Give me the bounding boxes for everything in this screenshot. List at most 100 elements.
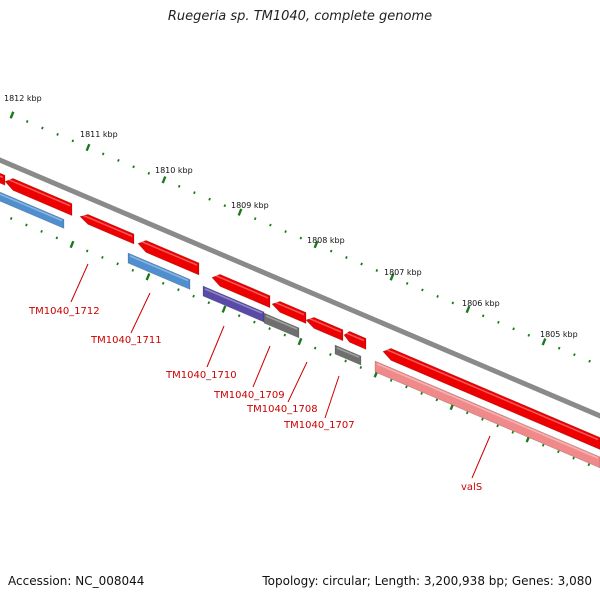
minor-tick <box>465 411 469 415</box>
minor-tick <box>360 262 363 266</box>
minor-tick <box>161 281 165 285</box>
gene-label-tm1040-1712[interactable]: TM1040_1712 <box>28 306 100 317</box>
minor-tick <box>147 171 151 175</box>
kbp-label: 1809 kbp <box>231 201 269 210</box>
map-title: Ruegeria sp. TM1040, complete genome <box>167 9 433 24</box>
genome-summary-text: Topology: circular; Length: 3,200,938 bp… <box>262 574 592 588</box>
minor-tick <box>207 301 211 305</box>
minor-tick <box>131 268 135 272</box>
minor-tick <box>253 217 257 221</box>
gene-arrow[interactable] <box>79 214 135 245</box>
major-tick <box>389 273 395 281</box>
gene-block-blue-highlight <box>0 193 63 222</box>
gene-label-tm1040-1708[interactable]: TM1040_1708 <box>246 404 318 415</box>
gene-arrow[interactable] <box>271 301 307 324</box>
minor-tick <box>389 378 393 382</box>
minor-tick <box>101 152 105 156</box>
minor-tick <box>451 301 455 305</box>
gene-label-tm1040-1711[interactable]: TM1040_1711 <box>90 335 162 346</box>
minor-tick <box>375 269 379 272</box>
minor-tick <box>101 255 104 259</box>
minor-tick <box>329 353 332 356</box>
kbp-label: 1810 kbp <box>155 166 193 175</box>
gene-arrow-highlight <box>0 175 4 179</box>
gene-block-purple-highlight <box>204 288 263 314</box>
major-tick <box>69 240 75 249</box>
gene-features[interactable] <box>0 172 600 469</box>
minor-tick <box>421 288 424 292</box>
minor-tick <box>269 223 272 227</box>
minor-tick <box>25 120 29 123</box>
minor-tick <box>71 139 75 143</box>
gene-label-tm1040-1709[interactable]: TM1040_1709 <box>213 390 285 401</box>
minor-tick <box>299 236 303 240</box>
minor-tick <box>359 366 363 369</box>
gene-arrow[interactable] <box>4 178 73 217</box>
gene-label-vals[interactable]: valS <box>461 482 482 493</box>
minor-tick <box>117 158 120 162</box>
accession-text: Accession: NC_008044 <box>8 574 145 588</box>
major-tick <box>161 176 167 184</box>
minor-tick <box>572 456 575 460</box>
kbp-label: 1805 kbp <box>540 330 578 339</box>
gene-arrow[interactable] <box>211 274 271 309</box>
minor-tick <box>284 230 287 234</box>
minor-tick <box>345 256 348 259</box>
minor-tick <box>132 165 135 169</box>
minor-tick <box>177 184 181 188</box>
minor-tick <box>435 398 439 402</box>
gene-block-pink[interactable] <box>374 360 600 469</box>
minor-tick <box>237 314 241 318</box>
gene-label-tm1040-1707[interactable]: TM1040_1707 <box>283 420 355 431</box>
minor-tick <box>405 385 408 389</box>
gene-arrow-highlight <box>81 214 133 237</box>
minor-tick <box>511 430 515 434</box>
gene-arrow[interactable] <box>0 172 6 186</box>
minor-tick <box>436 294 439 298</box>
gene-arrow[interactable] <box>343 330 367 350</box>
connector-tm1040-1710 <box>206 325 225 368</box>
gene-arrow-highlight <box>213 274 269 299</box>
gene-arrow-highlight <box>345 332 365 342</box>
major-tick <box>313 240 319 249</box>
minor-tick <box>25 223 28 227</box>
kbp-label: 1808 kbp <box>307 236 345 245</box>
gene-block-blue[interactable] <box>0 190 65 229</box>
minor-tick <box>573 353 576 357</box>
gene-block-blue[interactable] <box>127 252 191 290</box>
minor-tick <box>481 417 484 421</box>
minor-tick <box>587 463 591 467</box>
major-tick <box>145 273 151 281</box>
minor-tick <box>496 424 499 428</box>
major-tick <box>237 208 243 216</box>
minor-tick <box>329 249 333 253</box>
kbp-labels: 1812 kbp 1811 kbp 1810 kbp 1809 kbp 1808… <box>4 94 578 339</box>
minor-tick <box>116 262 119 266</box>
gene-arrow-highlight <box>139 240 198 266</box>
outer-tick-row <box>9 111 591 363</box>
minor-tick <box>557 346 561 350</box>
minor-tick <box>420 391 423 395</box>
gene-arrow-highlight <box>6 178 71 207</box>
kbp-label: 1811 kbp <box>80 130 118 139</box>
minor-tick <box>40 229 43 233</box>
gene-block-gray[interactable] <box>334 344 362 366</box>
connector-vals <box>471 435 491 479</box>
gene-label-tm1040-1710[interactable]: TM1040_1710 <box>165 370 237 381</box>
major-tick <box>465 305 471 314</box>
minor-tick <box>313 346 317 350</box>
minor-tick <box>223 204 227 208</box>
minor-tick <box>56 132 59 136</box>
major-tick <box>541 338 547 346</box>
minor-tick <box>283 333 287 337</box>
gene-block-gray[interactable] <box>263 312 300 339</box>
gene-arrow[interactable] <box>305 317 344 342</box>
gene-arrow[interactable] <box>382 348 600 450</box>
minor-tick <box>588 359 591 363</box>
gene-block-gray-highlight <box>336 347 360 358</box>
minor-tick <box>497 320 500 324</box>
gene-arrow[interactable] <box>137 240 200 276</box>
minor-tick <box>481 314 485 318</box>
minor-tick <box>192 294 195 298</box>
